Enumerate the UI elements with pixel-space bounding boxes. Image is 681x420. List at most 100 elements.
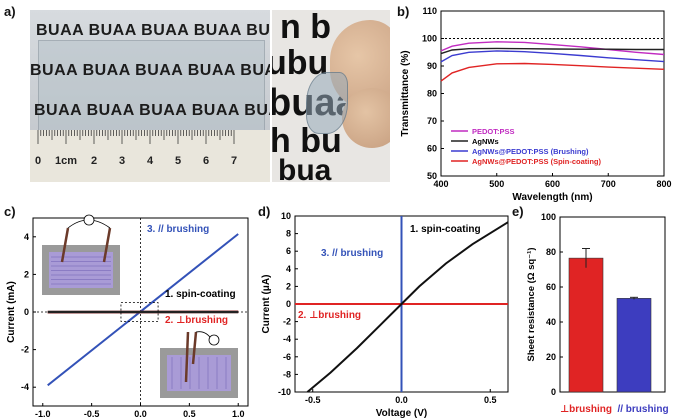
chart-c-probe-wire (195, 331, 213, 341)
ruler-number: 5 (175, 155, 181, 167)
chart-d-y-tick-label: -8 (283, 369, 291, 379)
ruler-number: 0 (35, 155, 41, 167)
chart-d-y-tick-label: 0 (286, 299, 291, 309)
chart-c-inset-perp-substrate (160, 348, 238, 398)
chart-c-label-spin: 1. spin-coating (165, 289, 236, 300)
chart-d-label-parallel: 3. // brushing (321, 248, 383, 259)
chart-c-x-tick-label: -0.5 (84, 409, 100, 419)
chart-b-series-line (440, 50, 665, 63)
ruler-ticks: 0 1cm 2 3 4 5 6 7 (35, 130, 237, 167)
chart-d-label-perp: 2. ⊥brushing (298, 310, 361, 321)
panel-label-b: b) (397, 4, 410, 19)
film-sample (38, 40, 265, 132)
chart-c-x-tick-label: 1.0 (232, 409, 245, 419)
chart-d-y-tick-label: 10 (281, 211, 291, 221)
ruler-number: 3 (119, 155, 125, 167)
chart-d-y-axis-label: Current (μA) (261, 275, 272, 334)
chart-e-y-tick-label: 60 (546, 282, 556, 292)
chart-b-x-axis-label: Wavelength (nm) (512, 192, 592, 203)
chart-c-y-tick-label: -2 (21, 345, 29, 355)
chart-b-legend-label: AgNWs (472, 137, 499, 146)
chart-b-y-tick-label: 50 (427, 171, 437, 181)
photo-bent-film: n b ubu buaa h bu bua (272, 10, 390, 182)
panel-label-c: c) (4, 204, 16, 219)
chart-e-y-tick-label: 0 (551, 387, 556, 397)
chart-c-probe (184, 331, 190, 383)
chart-b-legend-label: AgNWs@PEDOT:PSS (Brushing) (472, 147, 589, 156)
chart-b-y-tick-label: 110 (422, 6, 437, 16)
ruler-number: 6 (203, 155, 209, 167)
chart-c-x-tick-label: 0.5 (183, 409, 196, 419)
chart-b-plot-frame (440, 10, 665, 177)
text-fragment: n b (280, 10, 331, 46)
panel-label-a: a) (4, 4, 16, 19)
chart-c-inset-perp-film (167, 355, 231, 391)
chart-c-meter-icon (208, 334, 220, 346)
chart-b-y-tick-label: 100 (422, 34, 437, 44)
chart-b-y-tick-label: 60 (427, 144, 437, 154)
chart-e-category-label: ⊥brushing (560, 404, 612, 415)
chart-c-meter-icon (83, 214, 95, 226)
finger (342, 88, 390, 148)
chart-b-x-tick-label: 800 (656, 179, 671, 189)
chart-c-inset-parallel-film (49, 252, 113, 288)
chart-b-y-tick-label: 80 (427, 89, 437, 99)
chart-e-y-tick-label: 100 (541, 212, 556, 222)
chart-c-plot-frame (32, 217, 249, 407)
chart-b-legend-label: PEDOT:PSS (472, 127, 515, 136)
chart-d-y-tick-label: -4 (283, 334, 291, 344)
ruler: 0 1cm 2 3 4 5 6 7 (30, 130, 270, 182)
chart-e-category-label: // brushing (617, 404, 668, 415)
buaa-text-row: BUAA BUAA BUAA BUAA BUAA (34, 102, 270, 119)
chart-e-bar (568, 257, 604, 393)
panel-label-d: d) (258, 204, 271, 219)
chart-d-x-tick-label: 0.0 (395, 395, 408, 405)
chart-b-x-tick-label: 500 (489, 179, 504, 189)
chart-b-y-tick-label: 70 (427, 116, 437, 126)
chart-d-y-tick-label: 4 (286, 264, 291, 274)
chart-d-label-spin: 1. spin-coating (410, 224, 481, 235)
chart-b-series-line (440, 41, 665, 56)
chart-b-series-line (440, 47, 664, 55)
chart-b-legend-label: AgNWs@PEDOT:PSS (Spin-coating) (472, 157, 601, 166)
chart-c-x-tick-label: 0.0 (134, 409, 147, 419)
chart-d-x-tick-label: -0.5 (305, 395, 321, 405)
chart-d-y-tick-label: -10 (278, 387, 291, 397)
bent-film (306, 72, 348, 134)
chart-c-probe (102, 227, 112, 263)
chart-c-zoom-box (120, 302, 159, 322)
chart-d-y-tick-label: 2 (286, 281, 291, 291)
chart-b-x-tick-label: 400 (433, 179, 448, 189)
ruler-number: 2 (91, 155, 97, 167)
chart-c-probe (60, 227, 70, 263)
chart-d-x-tick-label: 0.5 (484, 395, 497, 405)
chart-b-x-tick-label: 700 (601, 179, 616, 189)
panel-label-e: e) (512, 204, 524, 219)
text-fragment: bua (278, 154, 332, 182)
photo-transparent-film: BUAA BUAA BUAA BUAA BUAA BUAA BUAA BUAA … (30, 10, 270, 182)
chart-c-inset-parallel-substrate (42, 245, 120, 295)
chart-b-y-axis-label: Transmittance (%) (400, 50, 411, 136)
chart-e-y-tick-label: 80 (546, 247, 556, 257)
chart-d-series-line (306, 221, 509, 393)
chart-e-y-axis-label: Sheet resistance (Ω sq⁻¹) (526, 248, 537, 362)
chart-d-y-tick-label: -2 (283, 317, 291, 327)
ruler-number: 1cm (55, 155, 77, 167)
chart-e-bar (616, 298, 652, 393)
chart-b-series-line (440, 62, 665, 82)
chart-d-y-tick-label: 8 (286, 229, 291, 239)
chart-e-plot-frame (559, 216, 666, 393)
chart-c-y-axis-label: Current (mA) (6, 281, 17, 343)
chart-d-plot-frame (294, 215, 509, 393)
chart-c-y-tick-label: 4 (24, 232, 29, 242)
chart-c-y-tick-label: 2 (24, 269, 29, 279)
chart-c-series-line (47, 233, 239, 387)
chart-c-probe (191, 331, 198, 365)
chart-c-y-tick-label: -4 (21, 382, 29, 392)
ruler-number: 7 (231, 155, 237, 167)
chart-b-y-tick-label: 90 (427, 61, 437, 71)
chart-d-y-tick-label: -6 (283, 352, 291, 362)
chart-d-y-tick-label: 6 (286, 246, 291, 256)
chart-c-x-tick-label: -1.0 (35, 409, 51, 419)
chart-e-y-tick-label: 40 (546, 317, 556, 327)
